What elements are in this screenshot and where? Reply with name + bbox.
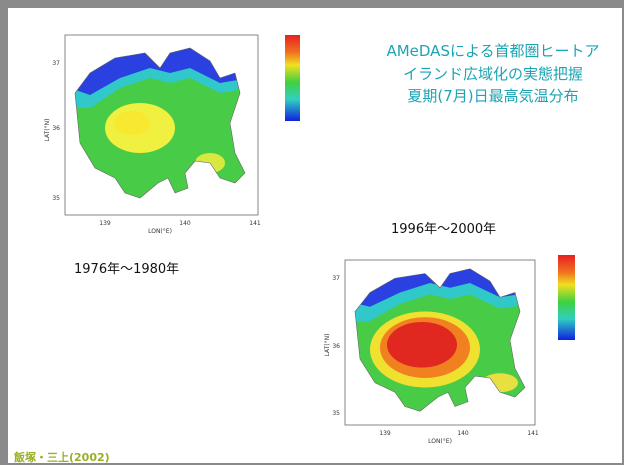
- map-1976: 37 36 35 139 140 141 LON(°E) LAT(°N): [44, 34, 261, 235]
- y-axis-label: LAT(°N): [44, 119, 51, 142]
- title-line: 夏期(7月)日最高気温分布: [407, 87, 579, 105]
- y-tick: 37: [52, 60, 60, 67]
- x-axis-label: LON(°E): [428, 438, 452, 445]
- maps: 37 36 35 139 140 141 LON(°E) LAT(°N) 37 …: [44, 34, 575, 445]
- y-tick: 37: [332, 275, 340, 282]
- y-tick: 36: [332, 343, 340, 350]
- x-tick: 141: [249, 220, 261, 227]
- x-tick: 140: [179, 220, 191, 227]
- citation: 飯塚・三上(2002): [14, 451, 110, 464]
- colorbar: [285, 35, 300, 121]
- x-tick: 139: [99, 220, 111, 227]
- y-tick: 35: [332, 410, 340, 417]
- period-label: 1996年～2000年: [391, 222, 497, 237]
- y-axis-label: LAT(°N): [324, 334, 331, 357]
- colorbar: [558, 255, 575, 340]
- x-tick: 139: [379, 430, 391, 437]
- x-axis-label: LON(°E): [148, 228, 172, 235]
- y-tick: 35: [52, 195, 60, 202]
- period-label: 1976年～1980年: [74, 262, 180, 277]
- x-tick: 140: [457, 430, 469, 437]
- x-tick: 141: [527, 430, 539, 437]
- map-1996: 37 36 35 139 140 141 LON(°E) LAT(°N): [324, 259, 539, 445]
- title-line: AMeDASによる首都圏ヒートア: [386, 42, 600, 60]
- y-tick: 36: [52, 125, 60, 132]
- title-line: イランド広域化の実態把握: [402, 65, 583, 83]
